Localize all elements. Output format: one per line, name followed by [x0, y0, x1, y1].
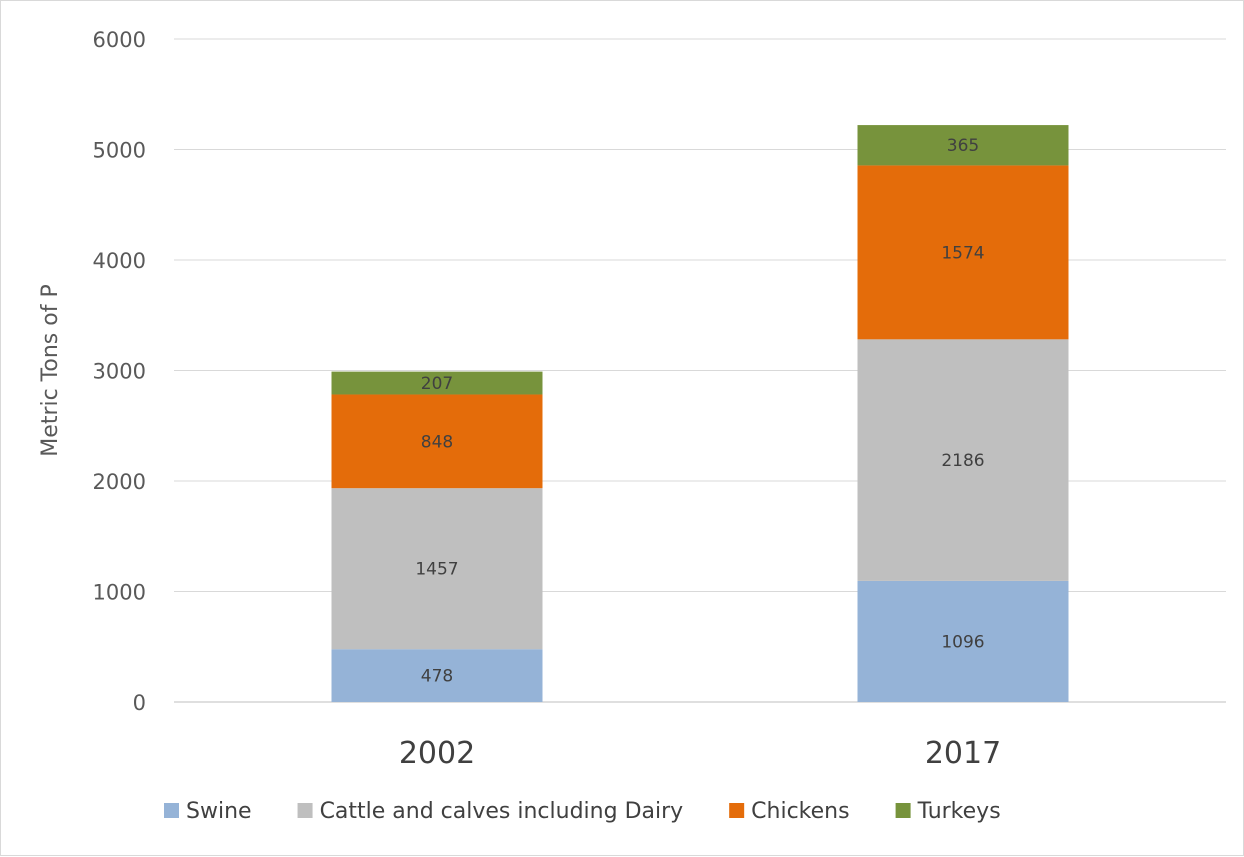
data-label: 1096: [941, 632, 984, 652]
legend-label: Cattle and calves including Dairy: [320, 799, 684, 824]
y-tick-label: 3000: [93, 360, 146, 384]
legend-swatch: [729, 803, 745, 818]
bar-segment: [857, 339, 1069, 581]
x-category-label: 2002: [399, 736, 475, 771]
legend-swatch: [895, 803, 911, 818]
y-axis-label: Metric Tons of P: [38, 284, 63, 456]
legend-label: Turkeys: [917, 799, 1001, 824]
legend-swatch: [297, 803, 313, 818]
bar-segment: [857, 165, 1069, 340]
legend-label: Swine: [186, 799, 252, 824]
data-label: 2186: [941, 451, 984, 471]
y-tick-label: 0: [133, 691, 146, 715]
bar-segment: [331, 394, 543, 489]
x-axis-categories: 2002 2017: [399, 736, 1001, 771]
data-label: 1457: [415, 560, 458, 580]
data-label: 848: [421, 432, 453, 452]
legend-swatch: [164, 803, 179, 818]
bars: 478 1457 848 207 1096 2186 1574 365: [331, 125, 1069, 702]
bar-segment: [331, 649, 543, 702]
data-label: 478: [421, 667, 453, 687]
legend: Swine Cattle and calves including Dairy Ch…: [164, 799, 1001, 824]
x-category-label: 2017: [925, 736, 1001, 771]
bar-segment: [331, 488, 543, 650]
y-tick-label: 4000: [93, 249, 146, 273]
bar-segment: [331, 371, 543, 395]
y-tick-label: 2000: [93, 470, 146, 494]
y-axis-ticks: 0 1000 2000 3000 4000 5000 6000: [93, 28, 146, 715]
data-label: 207: [421, 374, 453, 394]
data-label: 365: [947, 136, 979, 156]
legend-label: Chickens: [751, 799, 849, 824]
data-label: 1574: [941, 243, 984, 263]
bar-segment: [857, 580, 1069, 702]
y-tick-label: 1000: [93, 581, 146, 605]
y-tick-label: 6000: [93, 28, 146, 52]
y-tick-label: 5000: [93, 139, 146, 163]
bar-segment: [857, 125, 1069, 166]
